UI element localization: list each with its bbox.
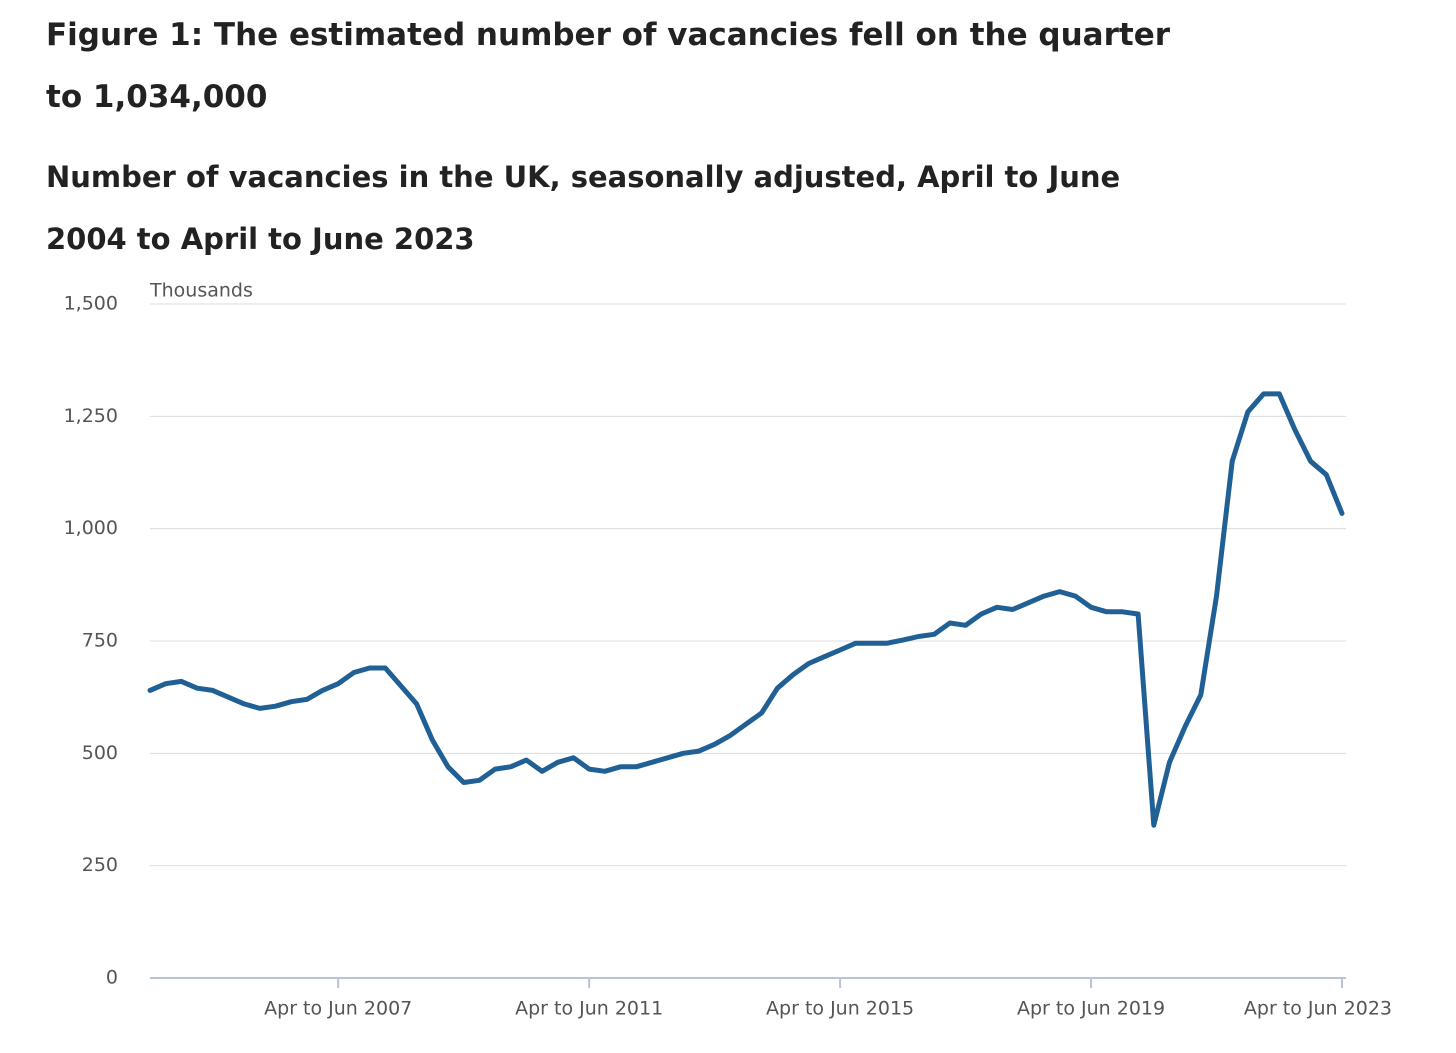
chart-title: Figure 1: The estimated number of vacanc… bbox=[46, 17, 1171, 115]
x-tick-label: Apr to Jun 2011 bbox=[515, 998, 663, 1020]
x-tick-label: Apr to Jun 2023 bbox=[1244, 998, 1392, 1020]
y-tick-label: 250 bbox=[82, 854, 118, 876]
y-tick-label: 1,250 bbox=[64, 405, 118, 427]
y-tick-label: 500 bbox=[82, 742, 118, 764]
x-tick-label: Apr to Jun 2007 bbox=[264, 998, 412, 1020]
y-tick-label: 0 bbox=[106, 967, 118, 989]
chart-subtitle: Number of vacancies in the UK, seasonall… bbox=[46, 160, 1121, 256]
x-tick-label: Apr to Jun 2015 bbox=[766, 998, 914, 1020]
y-tick-label: 1,000 bbox=[64, 517, 118, 539]
y-tick-label: 1,500 bbox=[64, 293, 118, 315]
y-tick-label: 750 bbox=[82, 630, 118, 652]
data-line bbox=[147, 391, 1345, 828]
y-axis-label: Thousands bbox=[149, 280, 253, 302]
x-tick-label: Apr to Jun 2019 bbox=[1017, 998, 1165, 1020]
